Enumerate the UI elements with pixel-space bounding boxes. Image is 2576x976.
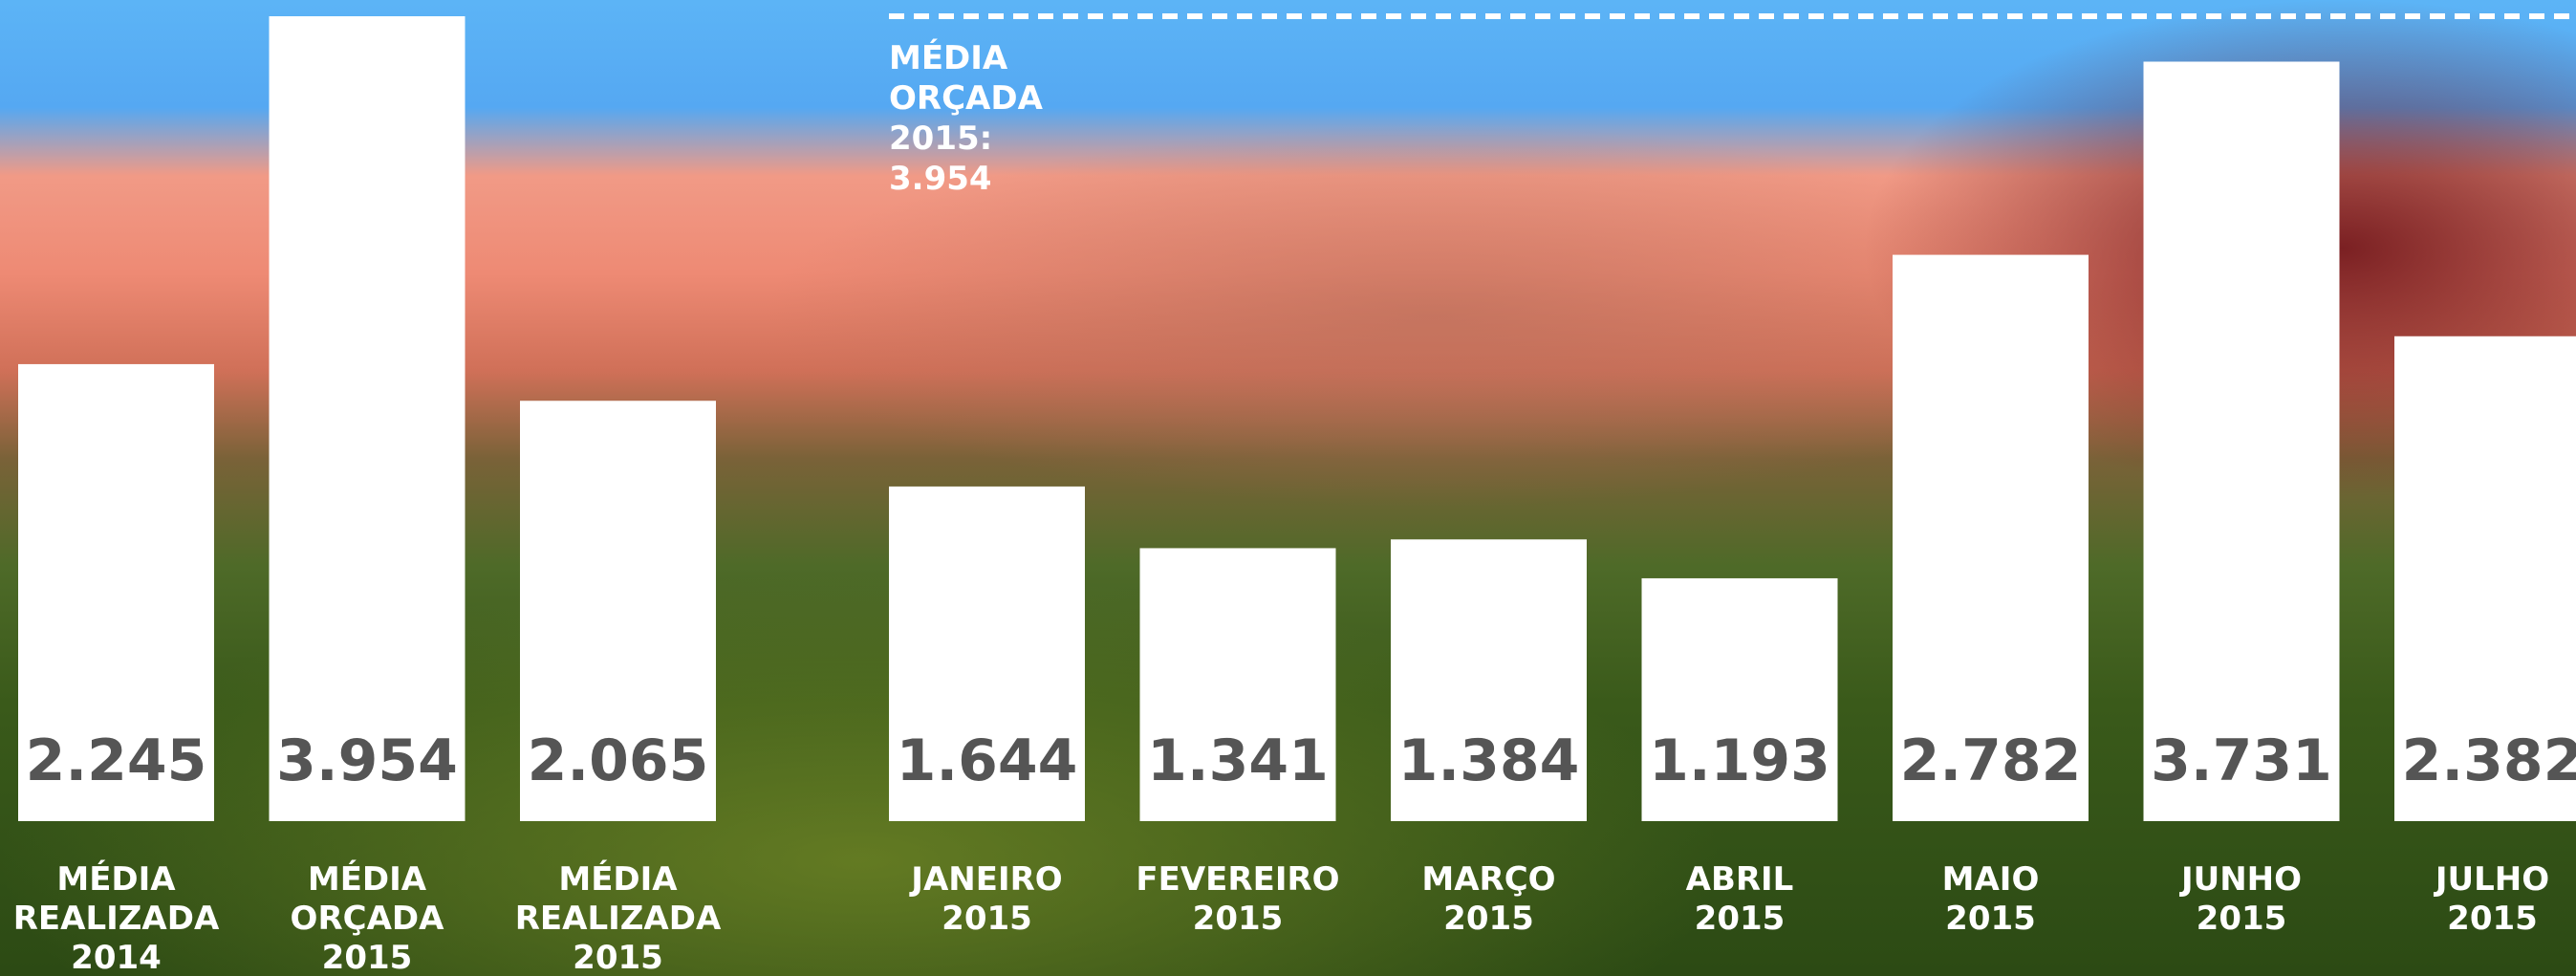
value-label: 3.731 — [2151, 727, 2332, 794]
value-label: 1.341 — [1147, 727, 1329, 794]
value-label: 2.782 — [1900, 727, 2082, 794]
value-label: 2.245 — [26, 727, 207, 794]
page: MÉDIAORÇADA2015:3.954 2.245 MÉDIAREALIZADA… — [0, 0, 2576, 976]
value-label: 3.954 — [276, 727, 458, 794]
value-label: 2.382 — [2402, 727, 2576, 794]
value-label: 1.193 — [1649, 727, 1830, 794]
value-label: 1.384 — [1398, 727, 1580, 794]
bar — [270, 16, 465, 821]
value-label: 1.644 — [897, 727, 1078, 794]
value-label: 2.065 — [528, 727, 709, 794]
chart: MÉDIAORÇADA2015:3.954 2.245 MÉDIAREALIZADA… — [0, 0, 2576, 976]
bar — [2144, 61, 2340, 821]
